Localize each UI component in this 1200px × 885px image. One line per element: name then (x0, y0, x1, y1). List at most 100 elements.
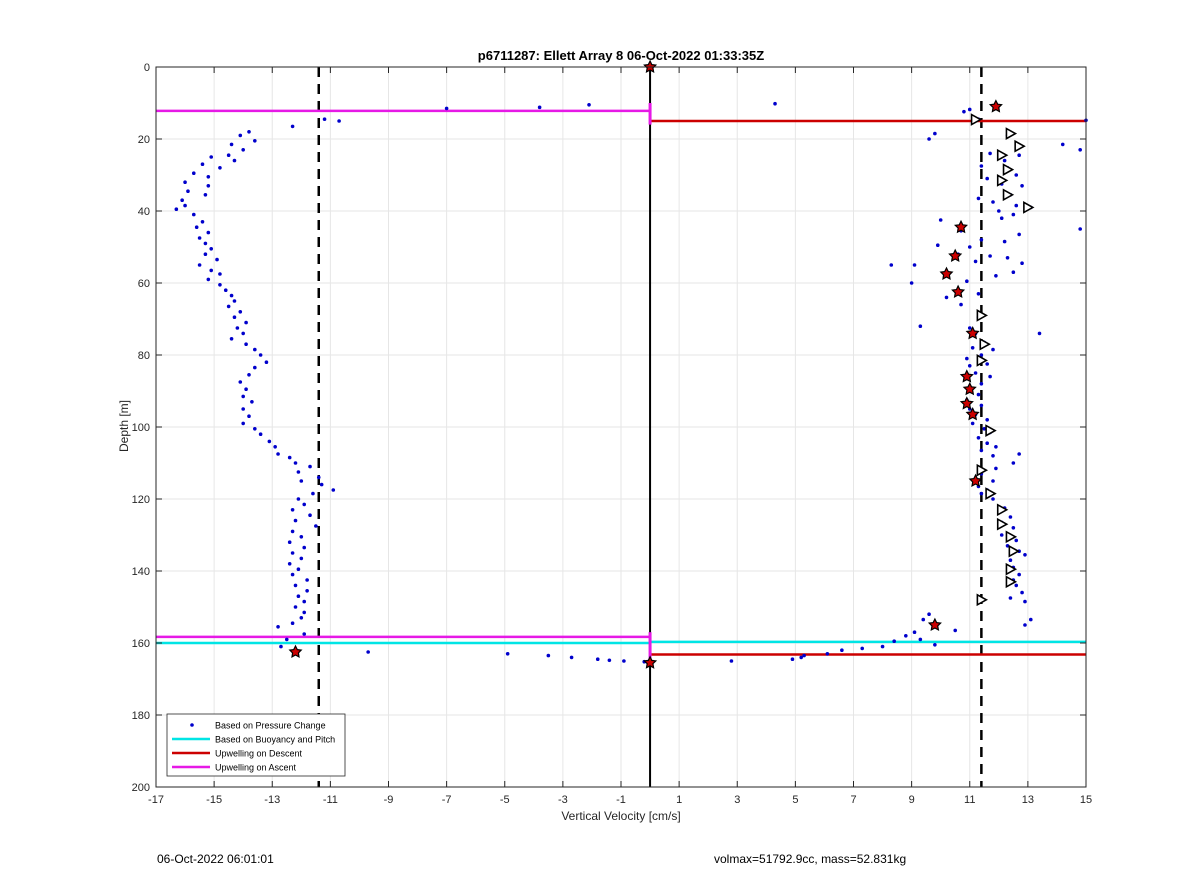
pressure-change-point-descent (935, 243, 940, 247)
pressure-change-point-descent (927, 137, 931, 141)
pressure-change-point-descent (967, 107, 972, 112)
pressure-change-point-ascent (314, 524, 318, 528)
pressure-change-point-ascent (247, 414, 251, 419)
pressure-change-point-ascent (290, 572, 295, 577)
y-tick-label: 40 (138, 206, 150, 218)
pressure-change-point-ascent (622, 659, 626, 663)
pressure-change-point-descent (1017, 153, 1021, 157)
pressure-change-point-descent (802, 653, 806, 658)
pressure-change-point-descent (933, 131, 937, 136)
pressure-change-point-ascent (308, 464, 312, 469)
pressure-change-point-descent (1020, 261, 1024, 266)
pressure-change-point-ascent (366, 650, 370, 654)
pressure-change-point-descent (1017, 572, 1021, 577)
pressure-change-point-ascent (253, 427, 257, 431)
y-tick-label: 0 (144, 62, 150, 74)
legend: Based on Pressure Change Based on Buoyanc… (166, 713, 346, 777)
pressure-change-point-ascent (273, 445, 277, 449)
pressure-change-point-descent (880, 644, 885, 649)
pressure-change-point-descent (976, 292, 981, 296)
pressure-change-point-ascent (244, 387, 248, 392)
pressure-change-point-ascent (258, 353, 263, 357)
pressure-change-point-ascent (197, 236, 202, 240)
pressure-change-point-descent (979, 164, 984, 168)
legend-label: Upwelling on Descent (215, 749, 303, 759)
pressure-change-point-ascent (241, 407, 245, 411)
y-tick-label: 20 (138, 134, 150, 146)
y-tick-label: 120 (132, 494, 150, 506)
descent-triangle-marker (1005, 127, 1018, 140)
pressure-change-point-ascent (284, 637, 289, 642)
pressure-change-point-ascent (191, 212, 196, 217)
descent-triangle-marker (1002, 188, 1015, 202)
pressure-change-point-ascent (546, 653, 551, 658)
pressure-change-point-ascent (226, 153, 231, 157)
descent-triangle-marker (976, 309, 989, 322)
pressure-change-point-descent (979, 353, 984, 357)
pressure-change-point-descent (976, 196, 981, 201)
pressure-change-point-descent (959, 302, 963, 307)
y-tick-label: 60 (138, 278, 150, 290)
pressure-change-point-descent (912, 263, 917, 267)
pressure-change-point-descent (918, 324, 923, 329)
pressure-change-point-ascent (209, 268, 214, 273)
pressure-change-point-ascent (293, 583, 298, 588)
pressure-change-point-ascent (264, 360, 269, 365)
pressure-change-point-ascent (444, 106, 449, 111)
pressure-change-point-descent (991, 454, 995, 458)
pressure-change-point-descent (889, 263, 894, 267)
pressure-change-point-descent (976, 436, 981, 440)
pressure-change-point-descent (991, 200, 995, 204)
descent-triangle-marker (985, 487, 997, 500)
pressure-change-point-ascent (180, 198, 184, 202)
pressure-change-point-descent (982, 427, 987, 431)
pressure-change-point-ascent (302, 610, 307, 615)
pressure-change-point-ascent (232, 315, 237, 320)
grid-layer (155, 66, 1087, 788)
pressure-change-point-ascent (247, 130, 251, 134)
pressure-change-point-ascent (276, 625, 280, 629)
descent-triangle-marker (996, 174, 1009, 187)
pressure-change-point-descent (1023, 553, 1027, 557)
pressure-change-point-descent (967, 245, 972, 249)
pressure-change-point-descent (1020, 184, 1024, 188)
pressure-change-point-ascent (305, 589, 309, 593)
pressure-change-point-ascent (253, 139, 257, 143)
legend-label: Based on Pressure Change (215, 721, 326, 731)
pressure-change-point-ascent (253, 347, 257, 352)
pressure-change-point-descent (729, 659, 734, 663)
pressure-change-point-ascent (203, 252, 208, 256)
pressure-change-point-ascent (238, 310, 243, 314)
x-tick-label: 9 (909, 794, 915, 806)
pressure-change-point-descent (1008, 515, 1013, 519)
pressure-change-point-descent (1014, 538, 1019, 543)
pressure-change-point-ascent (607, 658, 612, 663)
pressure-change-point-ascent (206, 230, 211, 235)
pressure-change-point-descent (1023, 623, 1027, 627)
pressure-change-point-descent (970, 421, 975, 426)
pressure-change-point-ascent (203, 193, 208, 197)
chart-title: p6711287: Ellett Array 8 06-Oct-2022 01:… (478, 48, 764, 63)
pressure-change-point-ascent (229, 142, 234, 147)
descent-star-marker (988, 99, 1003, 113)
descent-triangle-marker (976, 354, 989, 367)
pressure-change-point-descent (965, 279, 969, 284)
pressure-change-point-ascent (290, 621, 295, 625)
pressure-change-point-ascent (226, 304, 231, 309)
y-tick-label: 100 (132, 422, 150, 434)
pressure-change-point-descent (965, 356, 969, 361)
pressure-change-point-descent (1005, 544, 1010, 548)
pressure-change-point-ascent (287, 455, 292, 460)
descent-star-marker (965, 326, 980, 340)
pressure-change-point-ascent (209, 155, 214, 159)
pressure-change-point-ascent (250, 400, 254, 404)
pressure-change-point-descent (1060, 142, 1065, 147)
descent-triangle-marker (1014, 139, 1026, 153)
x-tick-label: -1 (616, 794, 626, 806)
x-tick-label: 11 (964, 794, 975, 806)
data-markers (288, 59, 1035, 669)
pressure-change-point-ascent (200, 220, 205, 224)
pressure-change-point-ascent (267, 439, 272, 444)
legend-label: Based on Buoyancy and Pitch (215, 735, 335, 745)
pressure-change-point-descent (979, 448, 984, 453)
